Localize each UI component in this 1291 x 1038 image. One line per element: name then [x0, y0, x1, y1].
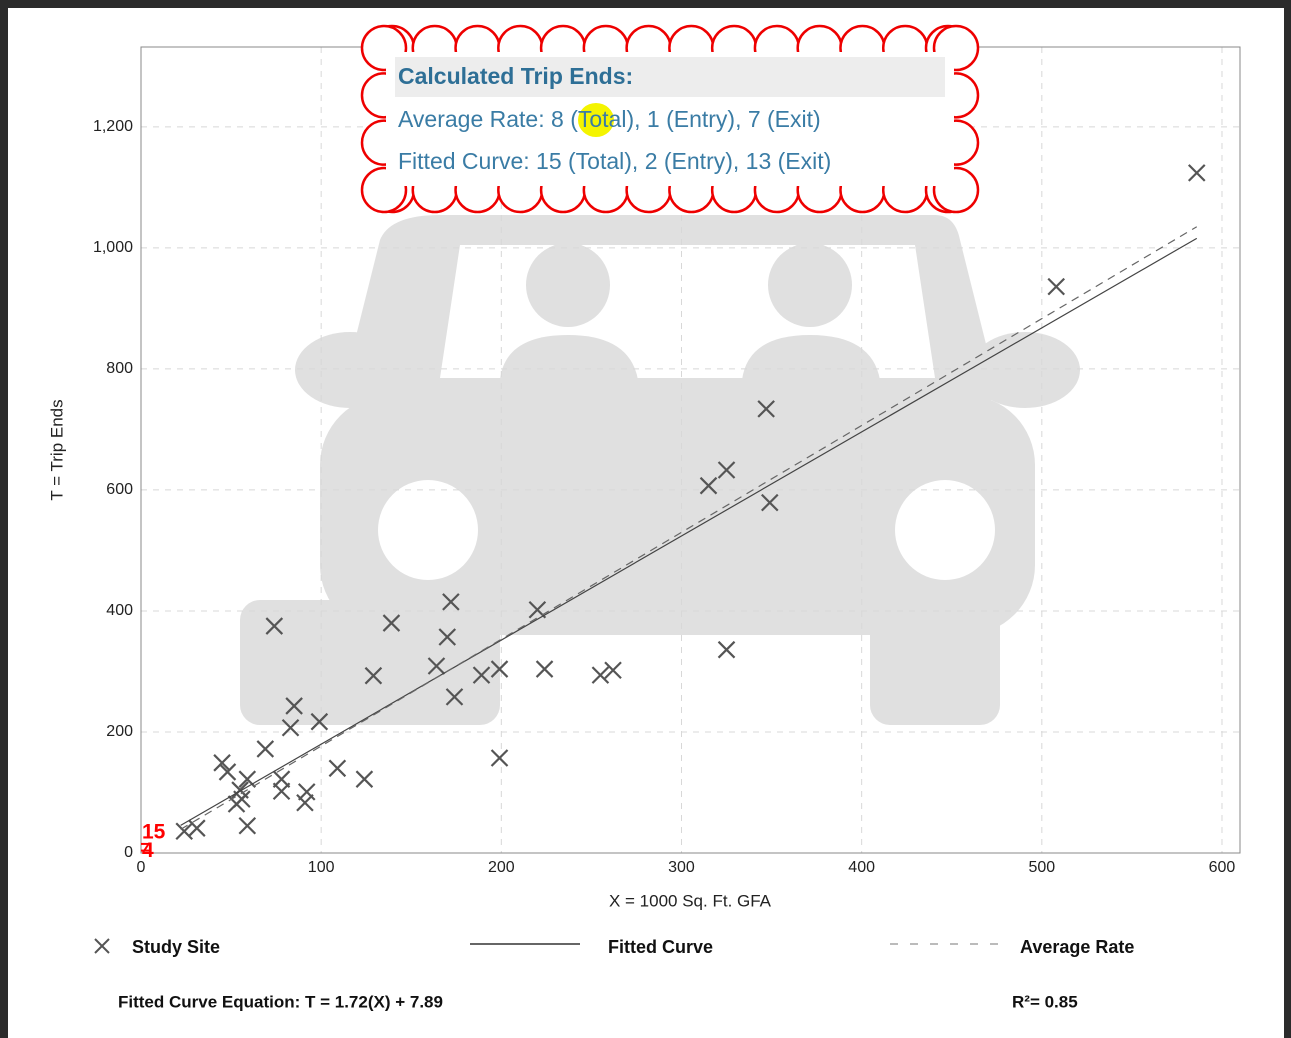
legend-label: Fitted Curve — [608, 937, 713, 957]
r-squared: R²= 0.85 — [1012, 992, 1078, 1011]
x-tick-label: 100 — [308, 859, 335, 876]
y-axis-title: T = Trip Ends — [47, 399, 66, 500]
callout-line: Average Rate: 8 (Total), 1 (Entry), 7 (E… — [398, 106, 821, 132]
x-tick-label: 200 — [488, 859, 515, 876]
x-tick-label: 600 — [1209, 859, 1236, 876]
chart: Calculated Trip Ends: Average Rate: 8 (T… — [0, 0, 1291, 1038]
x-axis-title: X = 1000 Sq. Ft. GFA — [609, 891, 772, 910]
legend-label: Average Rate — [1020, 937, 1134, 957]
legend-label: Study Site — [132, 937, 220, 957]
y-tick-label: 0 — [124, 844, 133, 861]
callout-title: Calculated Trip Ends: — [398, 63, 633, 89]
callout-part: (Total), 1 (Entry), 7 (Exit) — [564, 106, 821, 132]
highlight-label: 4 — [142, 839, 154, 862]
x-tick-label: 300 — [668, 859, 695, 876]
x-tick-label: 400 — [848, 859, 875, 876]
y-tick-label: 200 — [106, 723, 133, 740]
callout-line: Fitted Curve: 15 (Total), 2 (Entry), 13 … — [398, 148, 831, 174]
y-tick-label: 1,200 — [93, 118, 133, 135]
callout-part: Average Rate: — [398, 106, 551, 132]
x-tick-label: 500 — [1028, 859, 1055, 876]
y-tick-label: 800 — [106, 360, 133, 377]
callout-part: 8 — [551, 106, 564, 132]
y-tick-label: 1,000 — [93, 239, 133, 256]
y-tick-label: 600 — [106, 481, 133, 498]
y-tick-label: 400 — [106, 602, 133, 619]
equation: Fitted Curve Equation: T = 1.72(X) + 7.8… — [118, 992, 443, 1011]
